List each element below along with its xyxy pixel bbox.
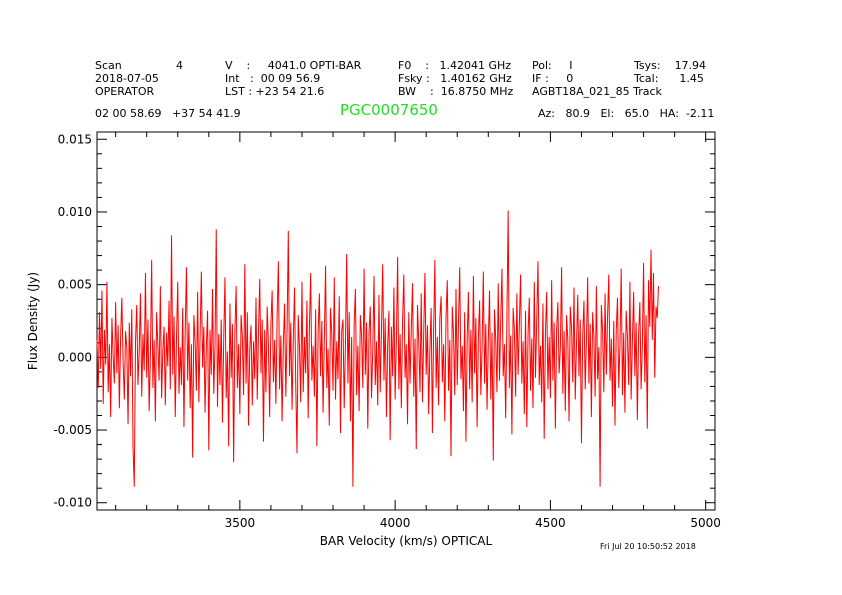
header-az-el-ha: Az: 80.9 El: 65.0 HA: -2.11 <box>538 107 715 120</box>
header-fsky: Fsky : 1.40162 GHz <box>398 72 512 85</box>
plot-frame <box>96 131 716 511</box>
x-tick-label: 5000 <box>690 516 721 530</box>
source-title: PGC0007650 <box>340 101 438 119</box>
tick-labels: 3500 4000 4500 5000 -0.010 -0.005 0.000 0.005 0.… <box>53 132 721 530</box>
header-pol: Pol: I <box>532 59 573 72</box>
header-f0: F0 : 1.42041 GHz <box>398 59 512 72</box>
header-bw: BW : 16.8750 MHz <box>398 85 514 98</box>
y-tick-label: 0.005 <box>58 278 92 292</box>
header-project: AGBT18A_021_85 Track <box>532 85 662 98</box>
header-lst: LST : +23 54 21.6 <box>225 85 325 98</box>
y-tick-label: 0.015 <box>58 132 92 146</box>
timestamp: Fri Jul 20 10:50:52 2018 <box>600 542 696 551</box>
header-date: 2018-07-05 <box>95 72 159 85</box>
y-tick-label: 0.000 <box>58 350 92 364</box>
spectrum-trace <box>96 210 659 487</box>
axis-ticks <box>97 132 715 510</box>
header-tsys: Tsys: 17.94 <box>634 59 707 72</box>
x-tick-label: 4500 <box>535 516 566 530</box>
header-velocity: V : 4041.0 OPTI-BAR <box>225 59 362 72</box>
y-tick-label: -0.010 <box>53 496 92 510</box>
y-tick-label: -0.005 <box>53 423 92 437</box>
header-coordinates: 02 00 58.69 +37 54 41.9 <box>95 107 241 120</box>
x-axis-label: BAR Velocity (km/s) OPTICAL <box>320 534 493 548</box>
header-if: IF : 0 <box>532 72 574 85</box>
y-tick-label: 0.010 <box>58 205 92 219</box>
x-tick-label: 4000 <box>380 516 411 530</box>
header-operator: OPERATOR <box>95 85 155 98</box>
header-scan-label: Scan <box>95 59 122 72</box>
header-integration: Int : 00 09 56.9 <box>225 72 321 85</box>
header-scan-value: 4 <box>176 59 183 72</box>
header-tcal: Tcal: 1.45 <box>634 72 704 85</box>
y-axis-label: Flux Density (Jy) <box>26 272 40 370</box>
x-tick-label: 3500 <box>225 516 256 530</box>
